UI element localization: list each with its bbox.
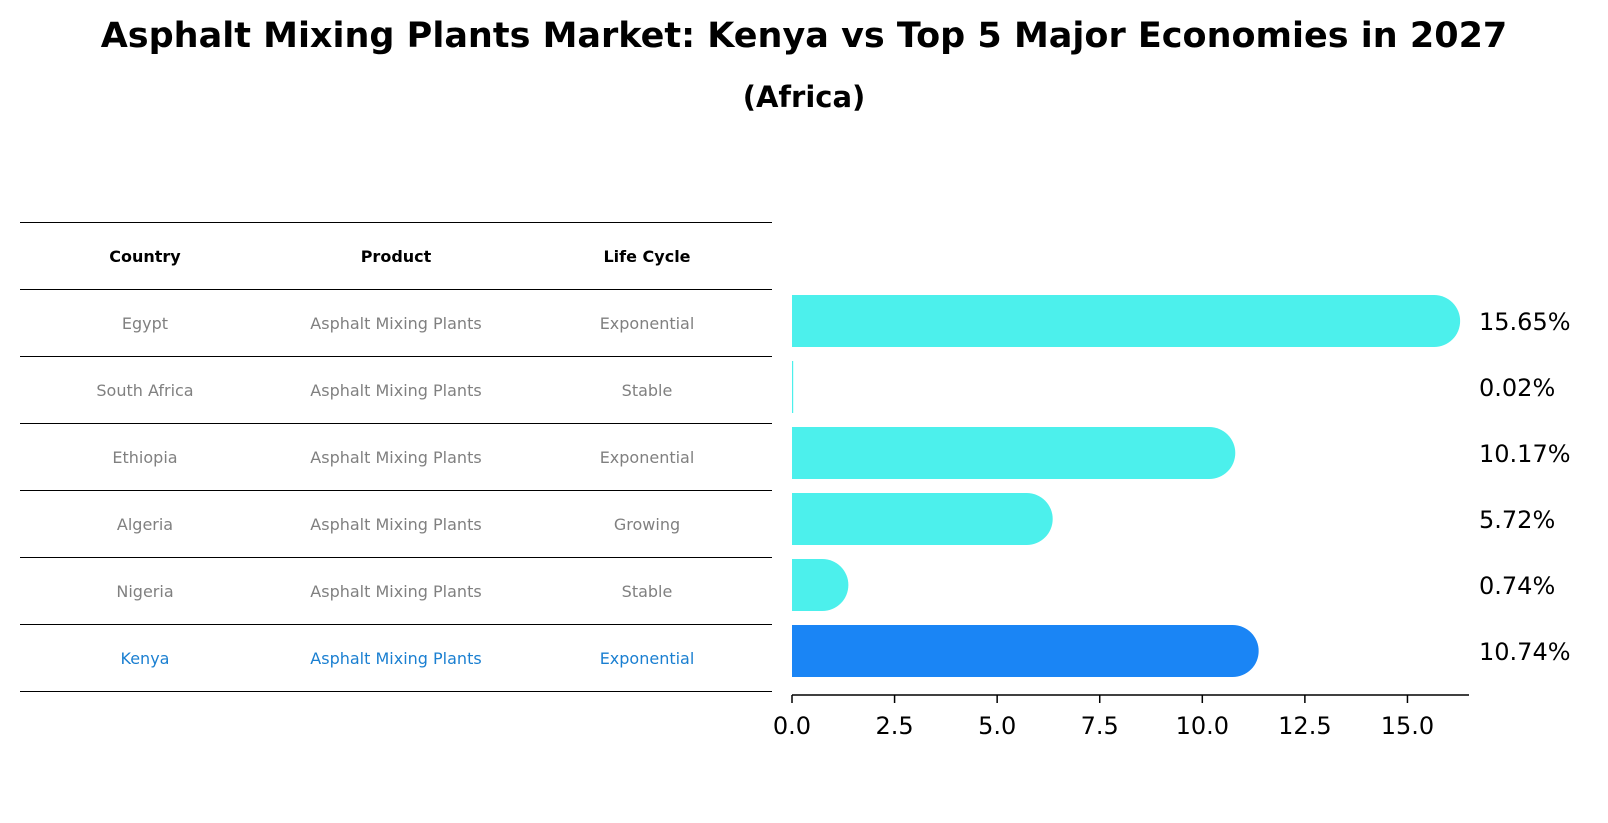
cell-product: Asphalt Mixing Plants: [270, 624, 522, 692]
cell-product: Asphalt Mixing Plants: [270, 490, 522, 558]
bar-value-label: 15.65%: [1479, 308, 1571, 336]
cell-country: South Africa: [20, 356, 270, 424]
bar-value-label: 0.74%: [1479, 572, 1555, 600]
cell-product: Asphalt Mixing Plants: [270, 356, 522, 424]
cell-product: Asphalt Mixing Plants: [270, 423, 522, 491]
cell-life-cycle: Growing: [522, 490, 772, 558]
table-row: Algeria Asphalt Mixing Plants Growing: [20, 490, 772, 558]
cell-life-cycle: Stable: [522, 356, 772, 424]
cell-country: Kenya: [20, 624, 270, 692]
bar-egypt: [792, 295, 1461, 347]
table-header-row: Country Product Life Cycle: [20, 222, 772, 290]
x-tick-label: 12.5: [1278, 712, 1331, 740]
header-country: Country: [20, 222, 270, 290]
bar-value-label: 10.74%: [1479, 638, 1571, 666]
x-tick-label: 10.0: [1176, 712, 1229, 740]
cell-life-cycle: Exponential: [522, 289, 772, 357]
bar-value-label: 10.17%: [1479, 440, 1571, 468]
x-tick-label: 2.5: [875, 712, 913, 740]
table-row: Nigeria Asphalt Mixing Plants Stable: [20, 557, 772, 625]
market-table: Country Product Life Cycle Egypt Asphalt…: [20, 222, 772, 692]
header-product: Product: [270, 222, 522, 290]
chart-subtitle: (Africa): [742, 80, 866, 114]
bar-south-africa: [792, 361, 794, 413]
bar-nigeria: [792, 559, 849, 611]
table-row-highlighted: Kenya Asphalt Mixing Plants Exponential: [20, 624, 772, 692]
cell-product: Asphalt Mixing Plants: [270, 557, 522, 625]
cell-life-cycle: Exponential: [522, 624, 772, 692]
cell-life-cycle: Exponential: [522, 423, 772, 491]
cell-country: Egypt: [20, 289, 270, 357]
cell-country: Ethiopia: [20, 423, 270, 491]
table-row: Ethiopia Asphalt Mixing Plants Exponenti…: [20, 423, 772, 491]
bar-kenya: [792, 625, 1259, 677]
cell-life-cycle: Stable: [522, 557, 772, 625]
cell-country: Nigeria: [20, 557, 270, 625]
x-tick-label: 15.0: [1381, 712, 1434, 740]
bar-ethiopia: [792, 427, 1236, 479]
bar-value-label: 5.72%: [1479, 506, 1555, 534]
table-row: South Africa Asphalt Mixing Plants Stabl…: [20, 356, 772, 424]
x-tick-label: 0.0: [773, 712, 811, 740]
cell-product: Asphalt Mixing Plants: [270, 289, 522, 357]
cell-country: Algeria: [20, 490, 270, 558]
x-tick-label: 5.0: [978, 712, 1016, 740]
bar-algeria: [792, 493, 1053, 545]
table-row: Egypt Asphalt Mixing Plants Exponential: [20, 289, 772, 357]
x-tick-label: 7.5: [1081, 712, 1119, 740]
chart-title: Asphalt Mixing Plants Market: Kenya vs T…: [100, 16, 1508, 56]
bar-value-label: 0.02%: [1479, 374, 1555, 402]
header-life-cycle: Life Cycle: [522, 222, 772, 290]
